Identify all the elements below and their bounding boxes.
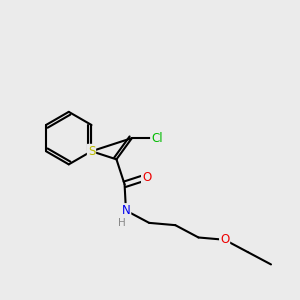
Text: O: O <box>142 171 151 184</box>
Text: H: H <box>118 218 126 228</box>
Text: Cl: Cl <box>151 132 163 145</box>
Text: O: O <box>220 233 229 246</box>
Text: N: N <box>122 204 130 217</box>
Text: S: S <box>88 145 95 158</box>
